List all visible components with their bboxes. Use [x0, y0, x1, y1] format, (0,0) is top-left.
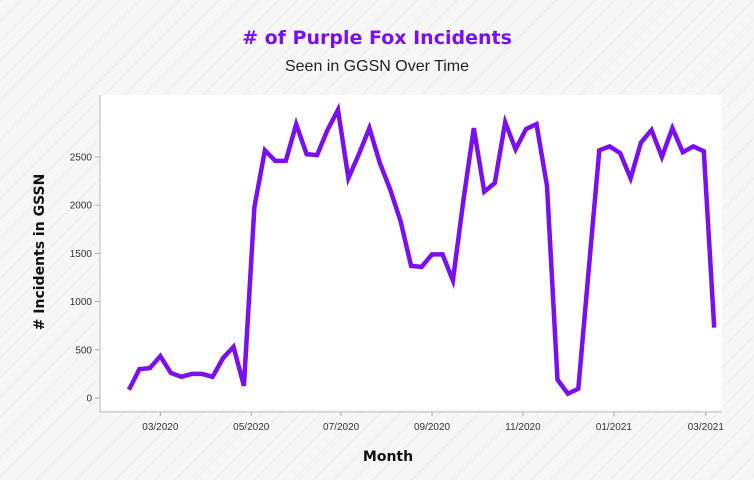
x-tick-label: 01/2021	[596, 422, 633, 433]
x-tick-label: 07/2020	[323, 422, 360, 433]
x-tick-label: 09/2020	[414, 422, 451, 433]
x-tick-label: 03/2020	[142, 422, 179, 433]
y-tick-label: 2000	[70, 201, 93, 212]
y-axis-label: # Incidents in GSSN	[32, 174, 48, 331]
y-tick-label: 0	[86, 394, 92, 405]
y-tick-label: 1000	[70, 297, 93, 308]
y-tick-label: 500	[75, 345, 92, 356]
y-tick-label: 1500	[70, 249, 93, 260]
plot-area	[100, 95, 722, 410]
x-tick-label: 03/2021	[688, 422, 725, 433]
series-line-incidents	[126, 102, 717, 397]
x-axis-label: Month	[363, 449, 413, 465]
chart-title: # of Purple Fox Incidents	[242, 27, 512, 49]
x-tick-label: 11/2020	[505, 422, 541, 433]
y-tick-label: 2500	[70, 153, 93, 164]
chart-subtitle: Seen in GGSN Over Time	[284, 58, 470, 75]
x-tick-label: 05/2020	[233, 422, 270, 433]
